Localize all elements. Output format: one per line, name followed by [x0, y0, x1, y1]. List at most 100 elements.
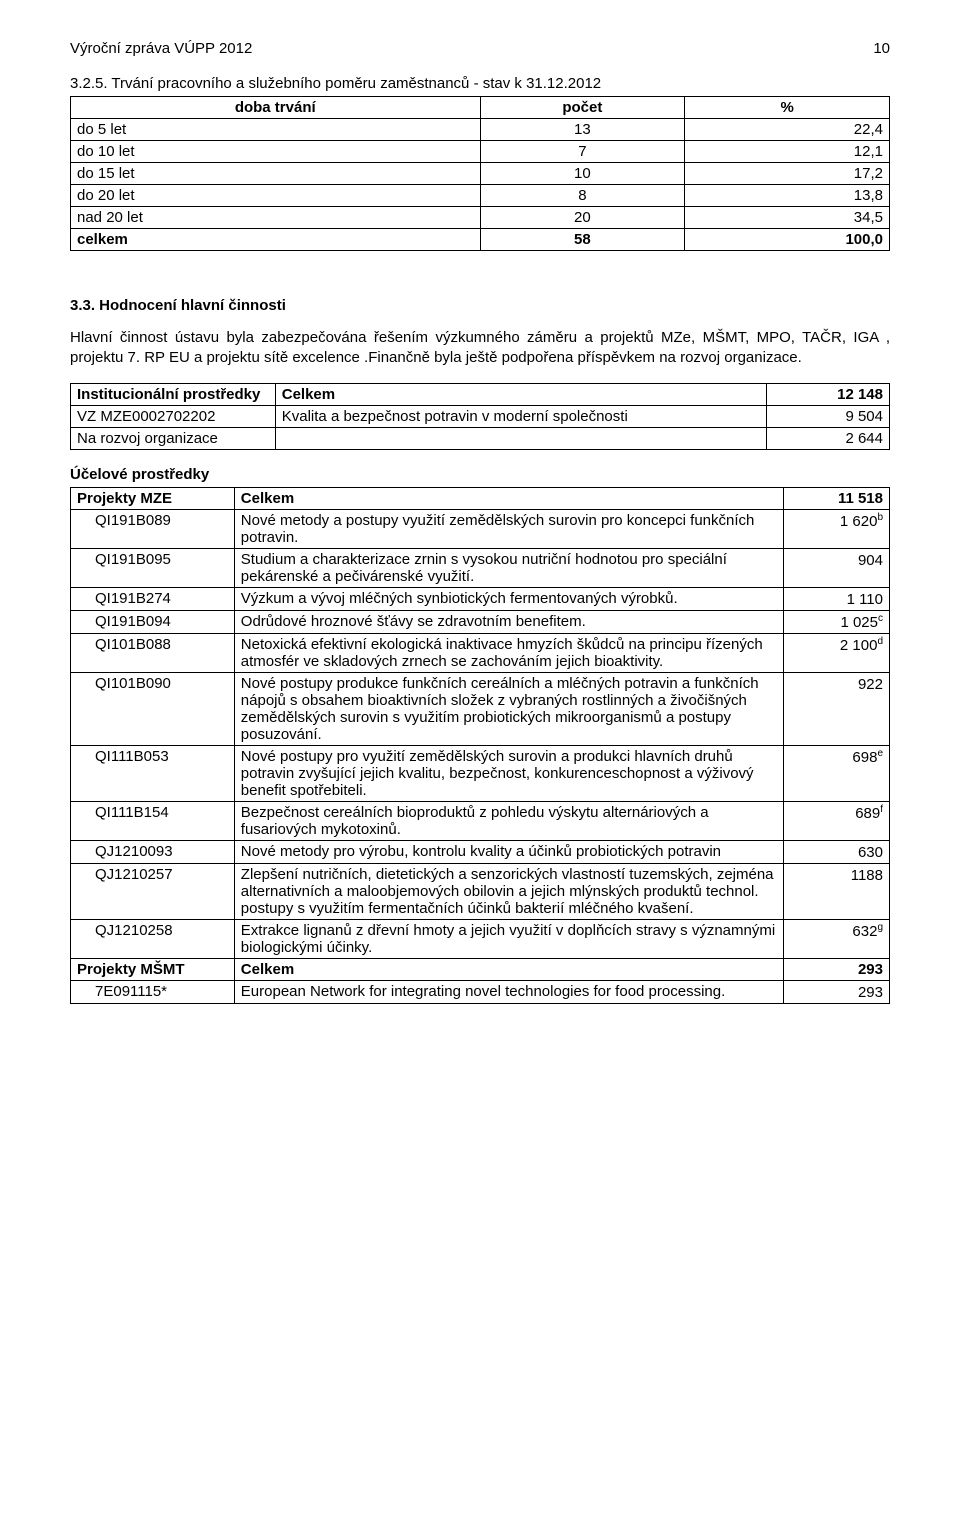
cell: 34,5 [685, 207, 890, 229]
table-row: VZ MZE0002702202 Kvalita a bezpečnost po… [71, 405, 890, 427]
project-desc: Netoxická efektivní ekologická inaktivac… [234, 633, 783, 672]
project-val: 689f [783, 801, 889, 840]
table-row: Institucionální prostředky Celkem 12 148 [71, 383, 890, 405]
table-row: do 20 let 8 13,8 [71, 185, 890, 207]
project-val: 1 025c [783, 610, 889, 633]
project-val: 904 [783, 548, 889, 587]
table-header-row: doba trvání počet % [71, 97, 890, 119]
project-val: 698e [783, 745, 889, 801]
table-row: QI111B053 Nové postupy pro využití zeměd… [71, 745, 890, 801]
project-id: QI101B088 [71, 633, 235, 672]
section-3-3-title: 3.3. Hodnocení hlavní činnosti [70, 297, 890, 314]
page-header: Výroční zpráva VÚPP 2012 10 [70, 40, 890, 57]
project-val: 630 [783, 840, 889, 863]
table-row: do 15 let 10 17,2 [71, 163, 890, 185]
cell: 293 [783, 958, 889, 980]
project-desc: Nové postupy produkce funkčních cereální… [234, 672, 783, 745]
cell: 13 [480, 119, 685, 141]
table-row: QJ1210258 Extrakce lignanů z dřevní hmot… [71, 919, 890, 958]
cell: Projekty MŠMT [71, 958, 235, 980]
cell: Projekty MZE [71, 487, 235, 509]
project-val: 922 [783, 672, 889, 745]
institutional-table: Institucionální prostředky Celkem 12 148… [70, 383, 890, 450]
project-id: QI191B095 [71, 548, 235, 587]
cell: 2 644 [767, 427, 890, 449]
header-page-number: 10 [873, 40, 890, 57]
project-id: QI191B089 [71, 509, 235, 548]
project-desc: Bezpečnost cereálních bioproduktů z pohl… [234, 801, 783, 840]
table-row: QI191B089 Nové metody a postupy využití … [71, 509, 890, 548]
cell: 22,4 [685, 119, 890, 141]
project-val: 1 620b [783, 509, 889, 548]
cell: 8 [480, 185, 685, 207]
cell: do 15 let [71, 163, 481, 185]
cell: 11 518 [783, 487, 889, 509]
projects-table: Projekty MZE Celkem 11 518 QI191B089 Nov… [70, 487, 890, 1004]
cell: nad 20 let [71, 207, 481, 229]
project-id: 7E091115* [71, 980, 235, 1003]
cell: Celkem [275, 383, 766, 405]
cell: 9 504 [767, 405, 890, 427]
cell: 100,0 [685, 229, 890, 251]
duration-table: doba trvání počet % do 5 let 13 22,4 do … [70, 96, 890, 251]
project-id: QI191B094 [71, 610, 235, 633]
project-id: QI111B154 [71, 801, 235, 840]
cell: Na rozvoj organizace [71, 427, 276, 449]
cell: 12,1 [685, 141, 890, 163]
table-row: QI111B154 Bezpečnost cereálních bioprodu… [71, 801, 890, 840]
project-id: QI101B090 [71, 672, 235, 745]
table-row: nad 20 let 20 34,5 [71, 207, 890, 229]
section-3-3-paragraph: Hlavní činnost ústavu byla zabezpečována… [70, 328, 890, 369]
project-desc: Nové metody pro výrobu, kontrolu kvality… [234, 840, 783, 863]
project-id: QJ1210258 [71, 919, 235, 958]
project-val: 1188 [783, 863, 889, 919]
project-val: 1 110 [783, 587, 889, 610]
table-row: Na rozvoj organizace 2 644 [71, 427, 890, 449]
table-row-header: Projekty MZE Celkem 11 518 [71, 487, 890, 509]
table-row: do 10 let 7 12,1 [71, 141, 890, 163]
table-row: QJ1210093 Nové metody pro výrobu, kontro… [71, 840, 890, 863]
table-row: do 5 let 13 22,4 [71, 119, 890, 141]
section-3-2-5-title: 3.2.5. Trvání pracovního a služebního po… [70, 75, 890, 92]
cell: Kvalita a bezpečnost potravin v moderní … [275, 405, 766, 427]
cell: do 20 let [71, 185, 481, 207]
table-row: 7E091115* European Network for integrati… [71, 980, 890, 1003]
cell: 10 [480, 163, 685, 185]
cell [275, 427, 766, 449]
cell: do 5 let [71, 119, 481, 141]
project-desc: Výzkum a vývoj mléčných synbiotických fe… [234, 587, 783, 610]
table-row: QI101B088 Netoxická efektivní ekologická… [71, 633, 890, 672]
project-desc: European Network for integrating novel t… [234, 980, 783, 1003]
table-row: QI191B274 Výzkum a vývoj mléčných synbio… [71, 587, 890, 610]
project-val: 2 100d [783, 633, 889, 672]
table-row-total: celkem 58 100,0 [71, 229, 890, 251]
project-desc: Zlepšení nutričních, dietetických a senz… [234, 863, 783, 919]
cell: Celkem [234, 958, 783, 980]
col-doba: doba trvání [71, 97, 481, 119]
project-id: QJ1210257 [71, 863, 235, 919]
cell: Celkem [234, 487, 783, 509]
cell: Institucionální prostředky [71, 383, 276, 405]
cell: do 10 let [71, 141, 481, 163]
header-left: Výroční zpráva VÚPP 2012 [70, 40, 252, 57]
project-id: QI111B053 [71, 745, 235, 801]
table-row: QI191B095 Studium a charakterizace zrnin… [71, 548, 890, 587]
project-desc: Studium a charakterizace zrnin s vysokou… [234, 548, 783, 587]
project-desc: Odrůdové hroznové šťávy se zdravotním be… [234, 610, 783, 633]
project-id: QJ1210093 [71, 840, 235, 863]
table-row: QI101B090 Nové postupy produkce funkčníc… [71, 672, 890, 745]
cell: 7 [480, 141, 685, 163]
cell: 17,2 [685, 163, 890, 185]
cell: 12 148 [767, 383, 890, 405]
page: Výroční zpráva VÚPP 2012 10 3.2.5. Trván… [0, 0, 960, 1044]
cell: VZ MZE0002702202 [71, 405, 276, 427]
project-val: 293 [783, 980, 889, 1003]
project-desc: Extrakce lignanů z dřevní hmoty a jejich… [234, 919, 783, 958]
col-pocet: počet [480, 97, 685, 119]
project-id: QI191B274 [71, 587, 235, 610]
cell: celkem [71, 229, 481, 251]
project-desc: Nové postupy pro využití zemědělských su… [234, 745, 783, 801]
table-row: QJ1210257 Zlepšení nutričních, dietetick… [71, 863, 890, 919]
project-desc: Nové metody a postupy využití zemědělský… [234, 509, 783, 548]
cell: 20 [480, 207, 685, 229]
